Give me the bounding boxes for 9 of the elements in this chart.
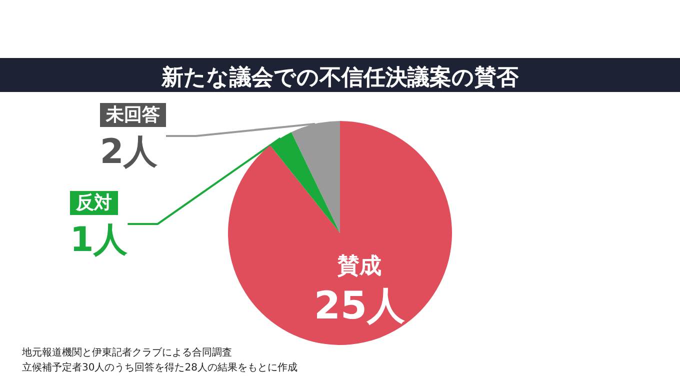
slice-label: 未回答 [105, 104, 160, 126]
data-label: 1人 [70, 220, 129, 260]
chart-title: 新たな議会での不信任決議案の賛否 [160, 64, 520, 90]
data-label: 25人 [314, 284, 405, 328]
data-label: 2人 [100, 132, 159, 172]
slice-label: 賛成 [336, 254, 382, 280]
slice-label: 反対 [75, 192, 112, 214]
text: 立候補予定者30人のうち回答を得た28人の結果をもとに作成 [22, 362, 298, 374]
text: 地元報道機関と伊東記者クラブによる合同調査 [21, 346, 232, 358]
